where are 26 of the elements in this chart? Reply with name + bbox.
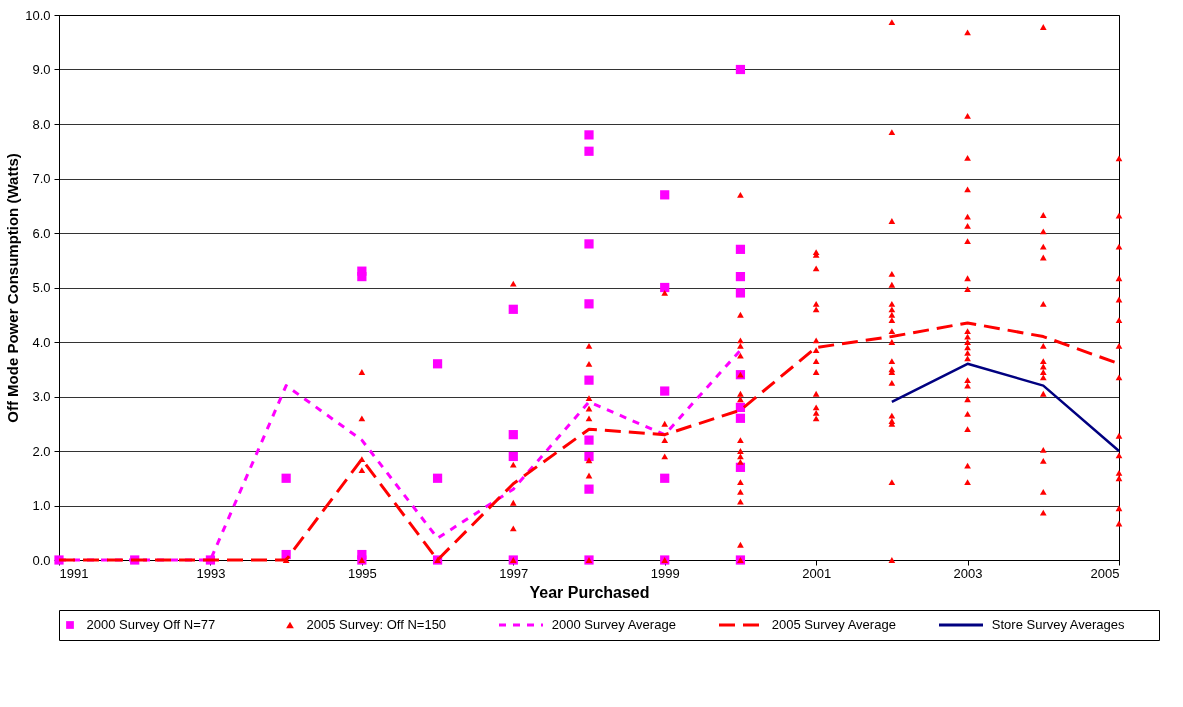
y-tick-label: 6.0 xyxy=(32,225,51,241)
legend-label: 2005 Survey: Off N=150 xyxy=(306,617,447,632)
x-tick-label: 1991 xyxy=(59,565,89,581)
x-tick-label: 1993 xyxy=(196,565,226,581)
x-tick-label: 1999 xyxy=(650,565,680,581)
legend-label: 2005 Survey Average xyxy=(771,617,896,632)
y-tick-label: 1.0 xyxy=(32,498,51,513)
y-tick-label: 3.0 xyxy=(32,389,51,404)
x-tick-label: 2003 xyxy=(953,565,983,581)
x-axis-title: Year Purchased xyxy=(529,583,650,601)
y-tick-label: 0.0 xyxy=(32,552,51,568)
y-tick-label: 5.0 xyxy=(32,280,51,295)
x-tick-label: 1997 xyxy=(499,565,529,581)
y-tick-label: 4.0 xyxy=(32,334,51,350)
x-tick-label: 2005 xyxy=(1090,565,1120,581)
y-tick-label: 7.0 xyxy=(32,171,51,186)
y-axis-title: Off Mode Power Consumption (Watts) xyxy=(4,153,22,423)
x-tick-label: 2001 xyxy=(802,565,832,581)
y-tick-label: 2.0 xyxy=(32,443,51,459)
y-tick-label: 10.0 xyxy=(25,7,51,23)
legend-label: 2000 Survey Off N=77 xyxy=(86,617,216,632)
y-tick-label: 8.0 xyxy=(32,116,51,132)
y-tick-label: 9.0 xyxy=(32,62,51,77)
legend-label: Store Survey Averages xyxy=(991,617,1126,632)
legend-label: 2000 Survey Average xyxy=(551,617,676,632)
x-tick-label: 1995 xyxy=(347,565,377,581)
